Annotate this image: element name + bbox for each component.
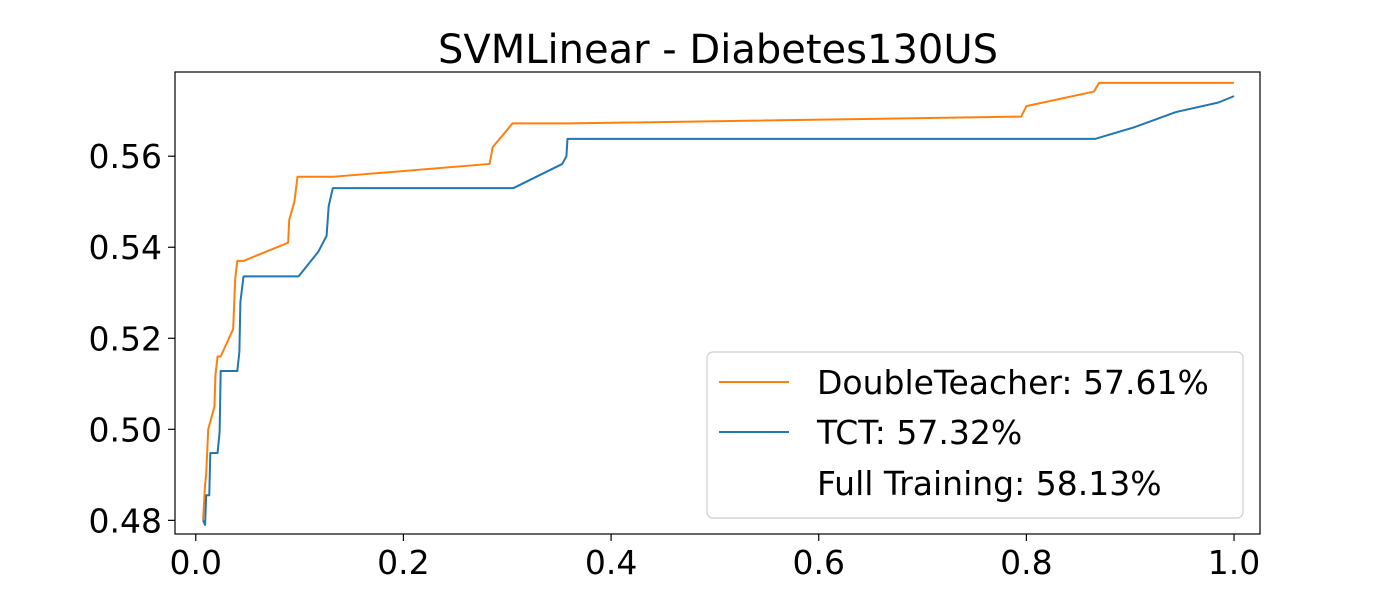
y-tick-label: 0.48 <box>89 501 162 540</box>
plot-frame <box>174 71 1261 535</box>
legend-box <box>706 351 1244 519</box>
legend-label-1: TCT: 57.32% <box>816 413 1022 452</box>
y-tick-label: 0.50 <box>89 410 162 449</box>
x-tick-label: 0.0 <box>170 543 222 582</box>
series-line-1 <box>202 95 1235 526</box>
legend-label-0: DoubleTeacher: 57.61% <box>817 363 1209 402</box>
y-tick-label: 0.54 <box>89 228 162 267</box>
y-tick-label: 0.52 <box>89 319 162 358</box>
chart-title: SVMLinear - Diabetes130US <box>438 27 998 73</box>
y-tick-label: 0.56 <box>89 137 162 176</box>
series-line-0 <box>202 81 1235 521</box>
x-tick-label: 0.6 <box>792 543 844 582</box>
x-tick-label: 0.8 <box>1000 543 1052 582</box>
x-tick-label: 1.0 <box>1208 543 1260 582</box>
y-axis: 0.48 0.50 0.52 0.54 0.56 <box>89 137 175 540</box>
x-tick-label: 0.2 <box>377 543 429 582</box>
plot-area <box>202 81 1235 526</box>
legend-label-2: Full Training: 58.13% <box>817 464 1162 503</box>
x-axis: 0.0 0.2 0.4 0.6 0.8 1.0 <box>170 534 1260 582</box>
x-tick-label: 0.4 <box>585 543 637 582</box>
legend: DoubleTeacher: 57.61% TCT: 57.32% Full Tra… <box>706 351 1244 519</box>
